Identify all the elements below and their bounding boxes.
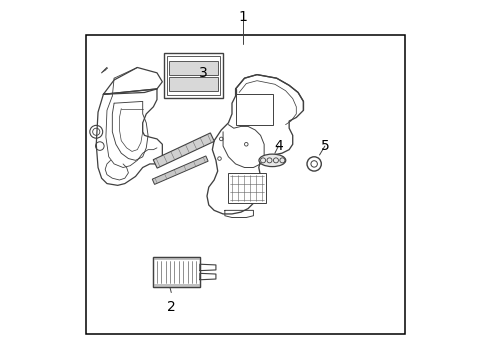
Bar: [228, 173, 265, 203]
Bar: [153, 257, 200, 287]
Bar: [169, 62, 217, 75]
Bar: [85, 35, 405, 334]
Bar: [153, 284, 200, 287]
Text: 2: 2: [166, 300, 175, 314]
Polygon shape: [152, 156, 208, 184]
Bar: [164, 53, 223, 98]
Bar: [169, 77, 217, 91]
Bar: [235, 94, 272, 125]
Polygon shape: [153, 133, 214, 168]
Bar: [153, 257, 200, 287]
Bar: [166, 56, 220, 95]
Bar: [153, 257, 200, 260]
Text: 1: 1: [238, 10, 246, 24]
Text: 5: 5: [320, 139, 328, 153]
Ellipse shape: [259, 154, 285, 167]
Text: 4: 4: [273, 139, 282, 153]
Text: 3: 3: [199, 66, 207, 80]
